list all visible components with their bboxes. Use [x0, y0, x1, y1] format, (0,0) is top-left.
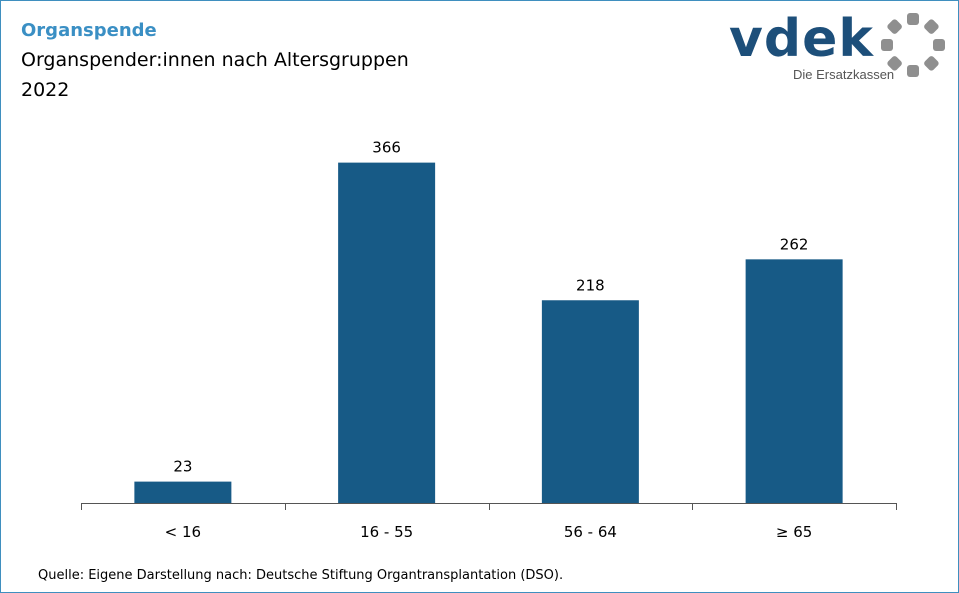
bar-value-label: 218 [576, 276, 605, 294]
source-note: Quelle: Eigene Darstellung nach: Deutsch… [38, 568, 564, 583]
x-tick-label: ≥ 65 [776, 523, 812, 541]
logo-ring-segment [907, 13, 919, 25]
bar [338, 162, 436, 503]
logo-ring-segment [924, 56, 939, 71]
chart-subtitle: 2022 [21, 79, 70, 101]
bar-chart: 23 < 16 366 16 - 55 218 56 - 64 262 ≥ 65 [81, 139, 897, 541]
logo-tagline: Die Ersatzkassen [793, 67, 895, 82]
logo-ring-segment [887, 56, 902, 71]
x-tick-label: 16 - 55 [360, 523, 413, 541]
logo-ring-segment [887, 19, 902, 34]
logo-ring-icon [881, 13, 945, 77]
bar [745, 259, 843, 503]
x-tick-label: 56 - 64 [564, 523, 617, 541]
logo-wordmark: vdek [729, 9, 874, 69]
vdek-logo: vdek Die Ersatzkassen [727, 9, 949, 87]
bar-value-label: 23 [173, 458, 192, 476]
bar [134, 481, 232, 503]
logo-ring-segment [924, 19, 939, 34]
chart-title: Organspender:innen nach Altersgruppen [21, 49, 409, 71]
x-tick-label: < 16 [165, 523, 201, 541]
chart-kicker: Organspende [21, 20, 157, 41]
logo-ring-segment [933, 39, 945, 51]
logo-ring-segment [881, 39, 893, 51]
logo-ring-segment [907, 65, 919, 77]
bar-value-label: 262 [780, 235, 809, 253]
bar [541, 300, 639, 503]
bar-value-label: 366 [372, 139, 401, 157]
